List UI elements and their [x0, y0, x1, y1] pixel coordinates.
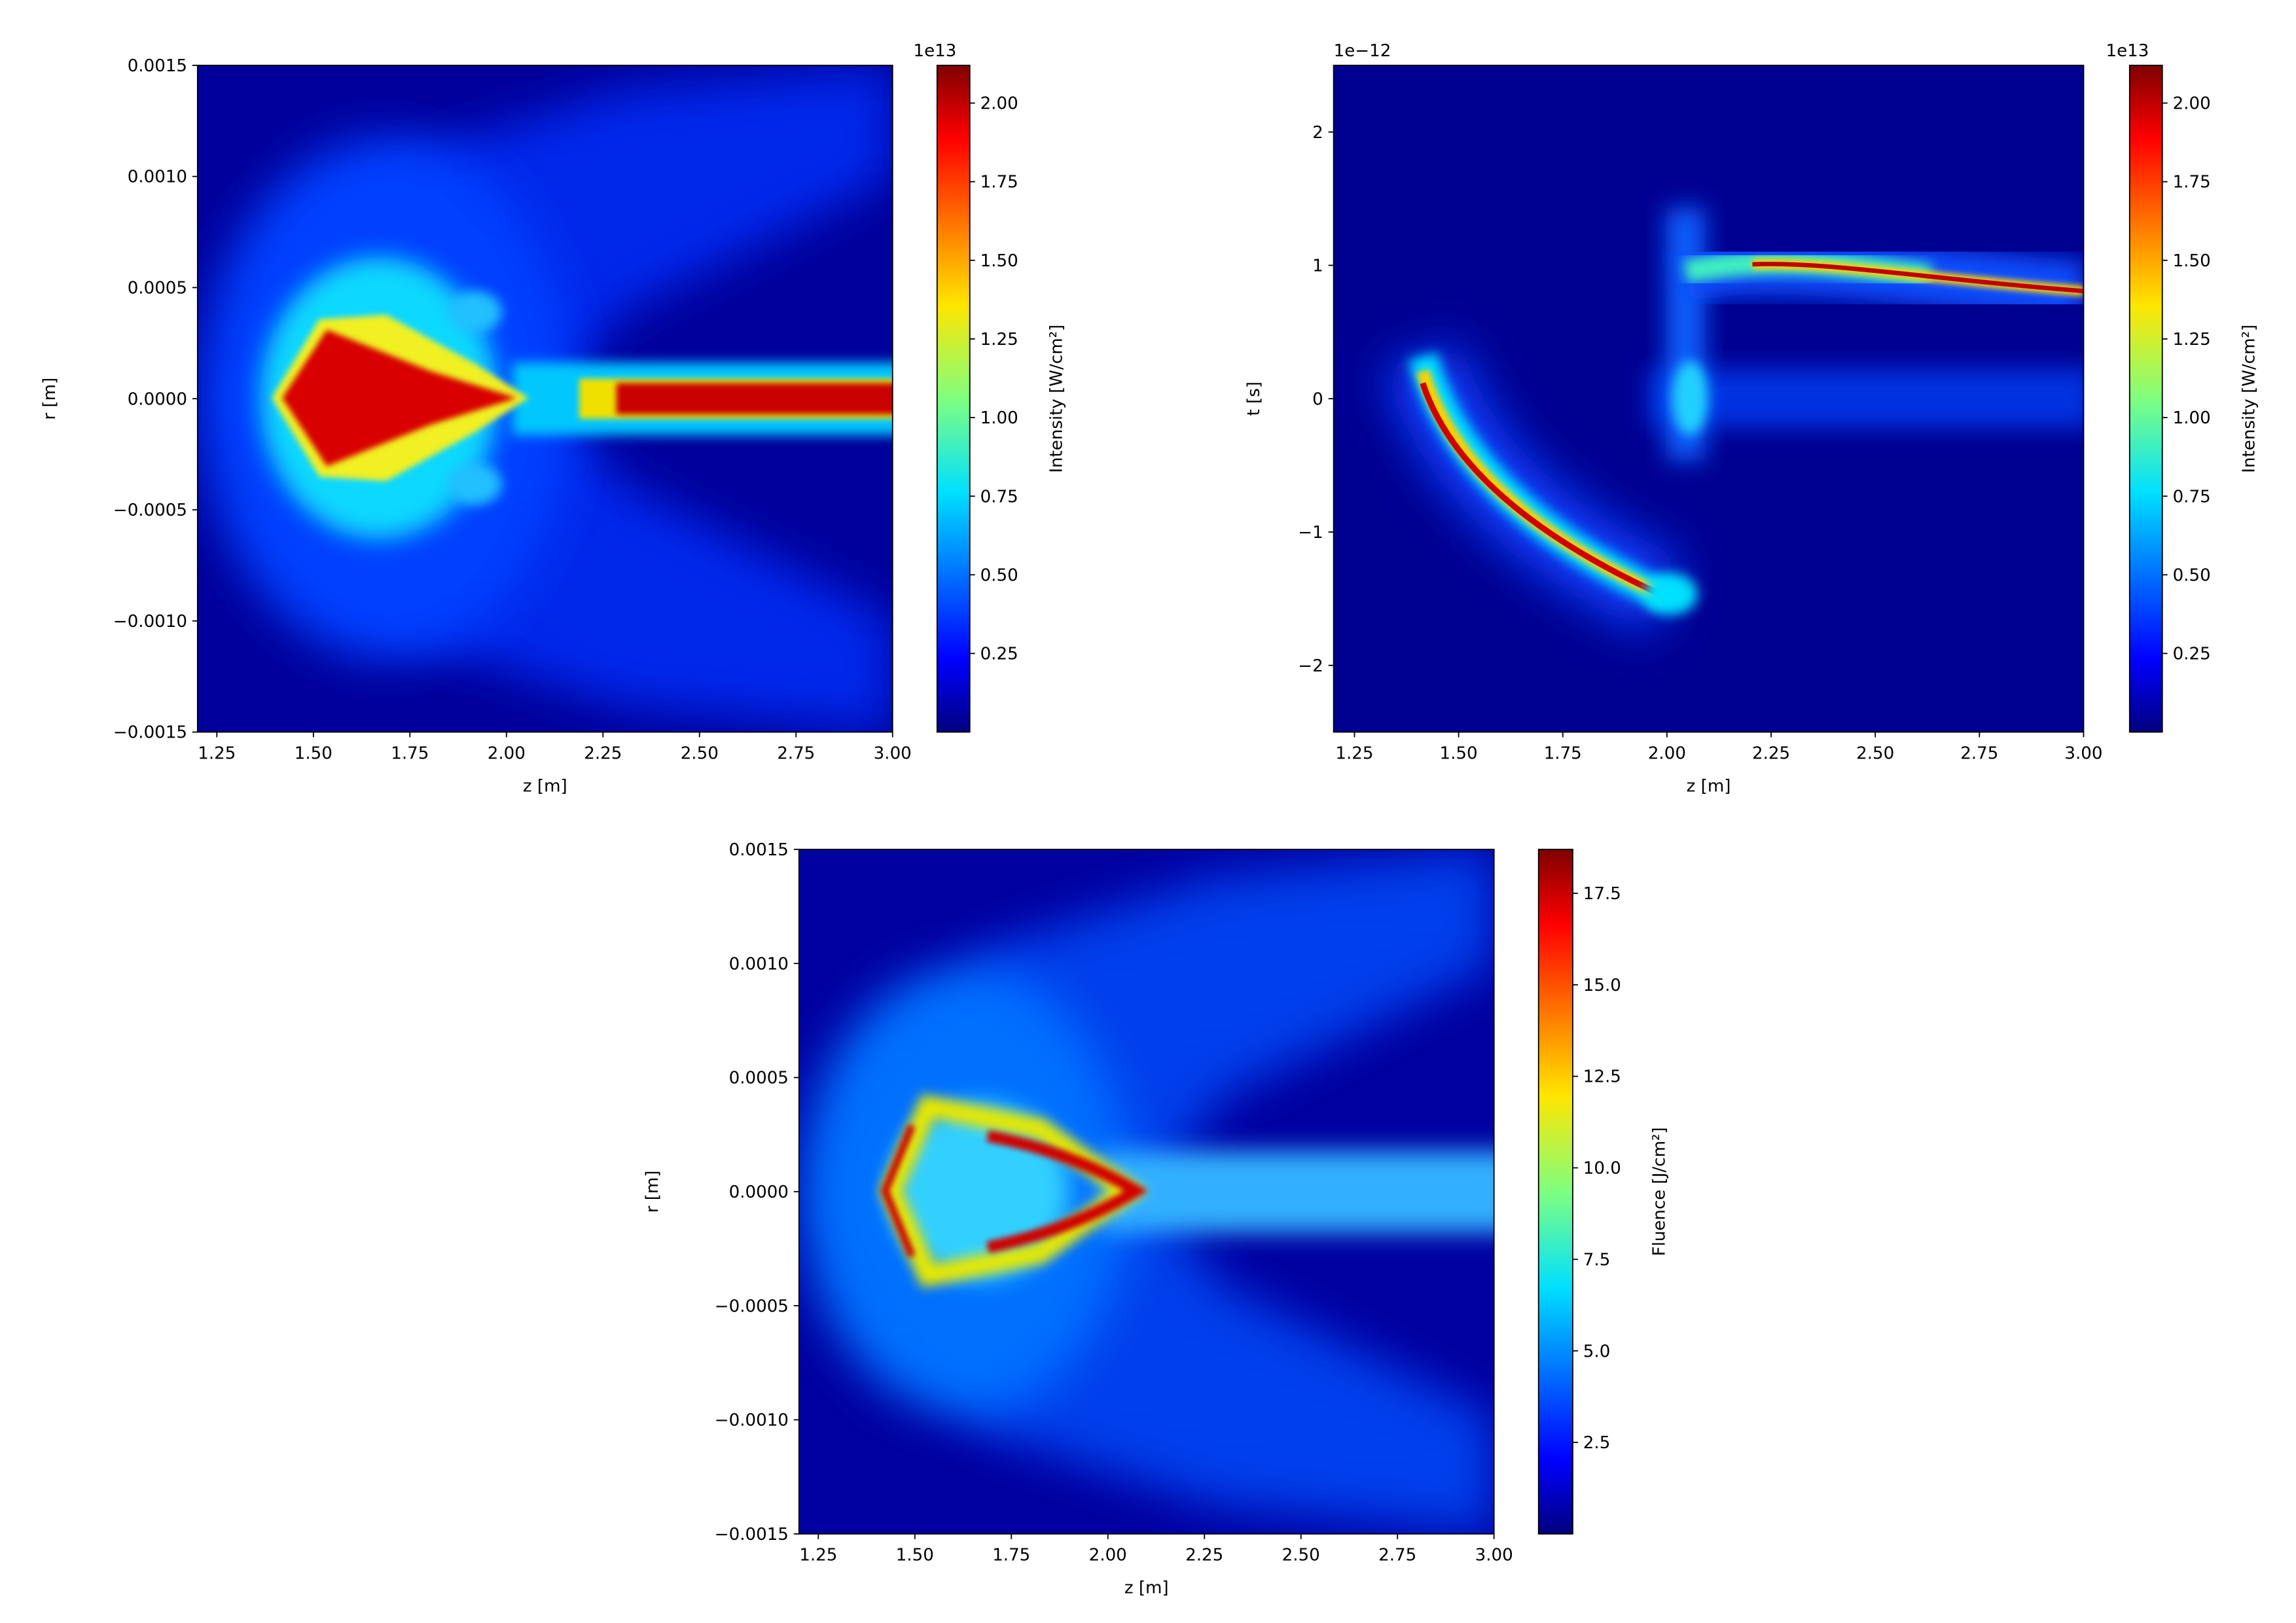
y-tick-label: 0.0015	[128, 56, 187, 76]
heatmap-blob	[1752, 261, 2084, 294]
y-tick-label: 0.0000	[128, 389, 187, 409]
heatmap-image	[798, 849, 1494, 1534]
colorbar	[936, 64, 971, 733]
heatmap-blob	[1643, 573, 1698, 615]
x-tick-label: 2.00	[1089, 1546, 1127, 1565]
y-tick-label: 0.0000	[729, 1183, 789, 1202]
heatmap-blob	[986, 1130, 1148, 1253]
x-tick-label: 1.50	[896, 1546, 934, 1565]
x-tick-label: 2.25	[1752, 743, 1790, 763]
x-axis-label: z [m]	[523, 776, 567, 796]
x-tick-label: 2.50	[1282, 1546, 1320, 1565]
heatmap-blob	[448, 463, 502, 505]
colorbar-tick-label: 0.25	[2173, 645, 2211, 664]
y-tick-label: −0.0005	[113, 501, 187, 520]
colorbar-tick-label: 1.00	[2173, 408, 2211, 428]
x-tick-label: 2.50	[1856, 743, 1894, 763]
colorbar-tick-label: 2.00	[980, 94, 1018, 114]
heatmap-blob	[1420, 382, 1668, 600]
y-tick-label: 2	[1312, 123, 1323, 143]
y-tick-label: −0.0005	[715, 1296, 789, 1316]
colorbar-tick-label: 0.75	[2173, 487, 2211, 507]
colorbar-tick-label: 1.75	[980, 173, 1018, 192]
colorbar-tick-label: 0.50	[2173, 565, 2211, 585]
colorbar-tick-label: 1.50	[2173, 251, 2211, 271]
colorbar-tick-label: 0.50	[980, 565, 1018, 585]
colorbar-offset-label: 1e13	[2106, 41, 2149, 61]
x-tick-label: 1.25	[1335, 743, 1373, 763]
colorbar-tick-label: 1.50	[980, 251, 1018, 271]
y-tick-label: 0.0010	[128, 168, 187, 187]
heatmap-blob	[616, 383, 893, 415]
x-tick-label: 2.25	[1185, 1546, 1223, 1565]
x-tick-label: 2.00	[1648, 743, 1686, 763]
y-tick-label: 0.0015	[729, 840, 789, 860]
x-tick-label: 1.25	[198, 743, 236, 763]
x-tick-label: 2.50	[681, 743, 719, 763]
x-axis-label: z [m]	[1687, 776, 1731, 796]
x-tick-label: 1.75	[1544, 743, 1582, 763]
x-tick-label: 1.50	[1440, 743, 1478, 763]
heatmap-blob	[282, 329, 517, 467]
colorbar-tick-label: 17.5	[1583, 884, 1621, 904]
x-tick-label: 1.50	[295, 743, 332, 763]
y-tick-label: −2	[1298, 656, 1323, 676]
colorbar-tick-label: 7.5	[1583, 1250, 1610, 1270]
colorbar-tick-label: 12.5	[1583, 1067, 1621, 1087]
y-tick-label: −0.0010	[715, 1411, 789, 1431]
y-tick-label: 0.0005	[128, 279, 187, 298]
y-offset-label: 1e−12	[1334, 41, 1391, 61]
x-tick-label: 3.00	[874, 743, 912, 763]
y-tick-label: 0	[1312, 389, 1323, 409]
x-axis-label: z [m]	[1124, 1578, 1169, 1598]
y-axis-label: r [m]	[40, 378, 60, 420]
x-tick-label: 2.00	[488, 743, 526, 763]
heatmap-blob	[1672, 361, 1708, 435]
heatmap-image	[1333, 65, 2084, 732]
y-axis-label: r [m]	[643, 1170, 662, 1213]
x-tick-label: 2.75	[1960, 743, 1998, 763]
colorbar-tick-label: 15.0	[1583, 976, 1621, 995]
x-tick-label: 2.75	[1378, 1546, 1416, 1565]
heatmap-blob	[448, 291, 502, 333]
heatmap-blob	[881, 1124, 916, 1258]
y-tick-label: 1	[1312, 257, 1323, 276]
colorbar-tick-label: 2.5	[1583, 1433, 1610, 1453]
y-tick-label: −0.0010	[113, 612, 187, 632]
colorbar-tick-label: 5.0	[1583, 1342, 1610, 1361]
heatmap-blob	[1648, 368, 2084, 428]
x-tick-label: 1.75	[992, 1546, 1030, 1565]
x-tick-label: 3.00	[2064, 743, 2102, 763]
colorbar-tick-label: 0.75	[980, 487, 1018, 507]
colorbar-tick-label: 0.25	[980, 645, 1018, 664]
colorbar-tick-label: 2.00	[2173, 94, 2211, 114]
colorbar-tick-label: 1.00	[980, 408, 1018, 428]
colorbar-offset-label: 1e13	[914, 41, 957, 61]
colorbar-tick-label: 1.75	[2173, 173, 2211, 192]
x-tick-label: 1.75	[391, 743, 429, 763]
x-tick-label: 1.25	[799, 1546, 837, 1565]
colorbar	[2128, 64, 2163, 733]
colorbar-tick-label: 1.25	[2173, 330, 2211, 349]
x-tick-label: 2.75	[777, 743, 815, 763]
y-tick-label: −0.0015	[113, 723, 187, 743]
colorbar	[1537, 848, 1573, 1535]
y-tick-label: −0.0015	[715, 1525, 789, 1544]
y-tick-label: 0.0005	[729, 1069, 789, 1088]
y-axis-label: t [s]	[1244, 382, 1264, 416]
colorbar-tick-label: 10.0	[1583, 1159, 1621, 1179]
y-tick-label: −1	[1298, 523, 1323, 543]
x-tick-label: 3.00	[1475, 1546, 1513, 1565]
colorbar-label: Intensity [W/cm²]	[1047, 325, 1066, 473]
heatmap-image	[197, 65, 893, 732]
colorbar-label: Fluence [J/cm²]	[1650, 1127, 1670, 1256]
y-tick-label: 0.0010	[729, 954, 789, 974]
colorbar-label: Intensity [W/cm²]	[2239, 325, 2259, 473]
colorbar-tick-label: 1.25	[980, 330, 1018, 349]
heatmap-blob	[1099, 1150, 1494, 1233]
x-tick-label: 2.25	[584, 743, 622, 763]
